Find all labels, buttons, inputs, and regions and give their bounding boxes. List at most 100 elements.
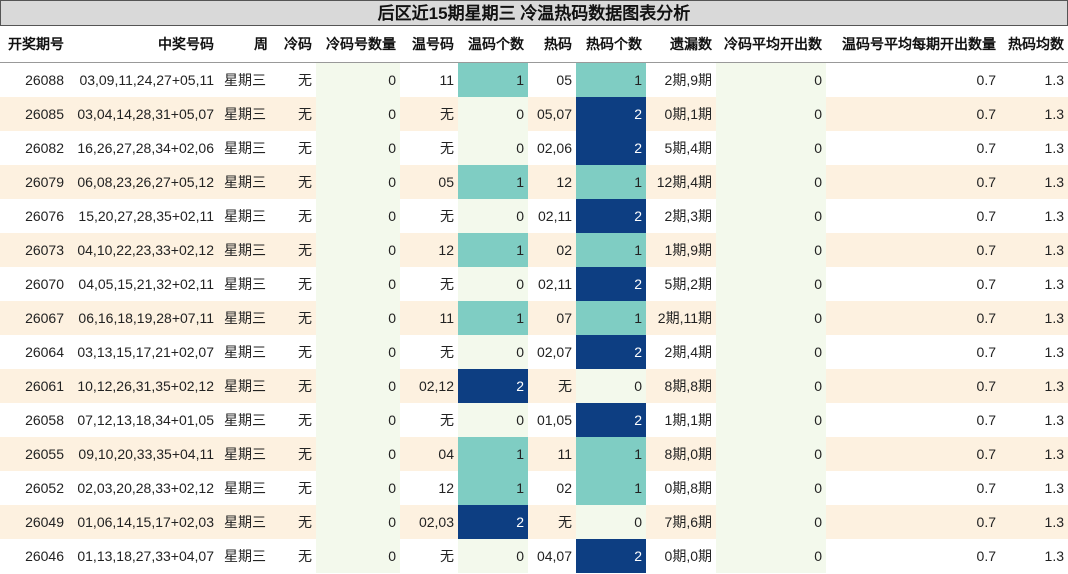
cell-hot: 无: [528, 505, 576, 539]
cell-warm-count: 1: [458, 165, 528, 199]
header-numbers: 中奖号码: [68, 26, 218, 63]
header-omission: 遗漏数: [646, 26, 716, 63]
cell-warm-avg: 0.7: [826, 505, 1000, 539]
cell-warm: 无: [400, 267, 458, 301]
cell-cold-avg: 0: [716, 131, 826, 165]
cell-weekday: 星期三: [218, 505, 272, 539]
cell-weekday: 星期三: [218, 403, 272, 437]
cell-cold: 无: [272, 97, 316, 131]
cell-weekday: 星期三: [218, 97, 272, 131]
table-row: 26058 07,12,13,18,34+01,05 星期三无 0 无 0 01,05 2 1期…: [0, 403, 1068, 437]
cell-hot-count: 0: [576, 505, 646, 539]
cell-omission: 2期,3期: [646, 199, 716, 233]
cell-omission: 0期,1期: [646, 97, 716, 131]
cell-weekday: 星期三: [218, 267, 272, 301]
table-row: 26070 04,05,15,21,32+02,11 星期三无 0 无 0 02,11 2 5期…: [0, 267, 1068, 301]
cell-issue: 26070: [0, 267, 68, 301]
cell-warm-count: 0: [458, 403, 528, 437]
table-row: 26067 06,16,18,19,28+07,11 星期三无 0 11 1 07 1 2期,1…: [0, 301, 1068, 335]
table-row: 26061 10,12,26,31,35+02,12 星期三无 0 02,12 2 无 0 8期…: [0, 369, 1068, 403]
cell-omission: 1期,9期: [646, 233, 716, 267]
cell-cold-avg: 0: [716, 437, 826, 471]
cell-cold-count: 0: [316, 62, 400, 97]
cell-warm-count: 1: [458, 233, 528, 267]
cell-omission: 0期,8期: [646, 471, 716, 505]
cell-warm-avg: 0.7: [826, 131, 1000, 165]
cell-numbers: 06,16,18,19,28+07,11: [68, 301, 218, 335]
cell-hot-count: 2: [576, 131, 646, 165]
cell-hot-avg: 1.3: [1000, 403, 1068, 437]
cell-cold-count: 0: [316, 301, 400, 335]
cell-numbers: 07,12,13,18,34+01,05: [68, 403, 218, 437]
cell-numbers: 04,10,22,23,33+02,12: [68, 233, 218, 267]
cell-hot: 04,07: [528, 539, 576, 573]
cell-hot-avg: 1.3: [1000, 233, 1068, 267]
cell-warm-avg: 0.7: [826, 233, 1000, 267]
cell-cold-count: 0: [316, 539, 400, 573]
cell-cold-avg: 0: [716, 97, 826, 131]
cell-cold-avg: 0: [716, 62, 826, 97]
cell-hot-avg: 1.3: [1000, 505, 1068, 539]
cell-hot-count: 2: [576, 97, 646, 131]
cell-issue: 26079: [0, 165, 68, 199]
cell-cold-avg: 0: [716, 267, 826, 301]
cell-warm-count: 1: [458, 437, 528, 471]
header-hot: 热码: [528, 26, 576, 63]
cell-hot: 01,05: [528, 403, 576, 437]
cell-issue: 26052: [0, 471, 68, 505]
cell-hot: 02,07: [528, 335, 576, 369]
cell-weekday: 星期三: [218, 165, 272, 199]
cell-hot: 02: [528, 471, 576, 505]
cell-numbers: 03,04,14,28,31+05,07: [68, 97, 218, 131]
cell-hot: 02,11: [528, 267, 576, 301]
cell-hot-count: 0: [576, 369, 646, 403]
cell-hot: 07: [528, 301, 576, 335]
cell-hot: 11: [528, 437, 576, 471]
cell-omission: 0期,0期: [646, 539, 716, 573]
cell-cold: 无: [272, 471, 316, 505]
table-row: 26049 01,06,14,15,17+02,03 星期三无 0 02,03 2 无 0 7期…: [0, 505, 1068, 539]
cell-warm: 02,03: [400, 505, 458, 539]
cell-hot-avg: 1.3: [1000, 165, 1068, 199]
cell-cold-count: 0: [316, 471, 400, 505]
cell-cold: 无: [272, 335, 316, 369]
header-cold-avg: 冷码平均开出数: [716, 26, 826, 63]
cell-issue: 26055: [0, 437, 68, 471]
cell-hot: 02,06: [528, 131, 576, 165]
cell-numbers: 02,03,20,28,33+02,12: [68, 471, 218, 505]
cell-weekday: 星期三: [218, 199, 272, 233]
header-cold: 冷码: [272, 26, 316, 63]
table-row: 26052 02,03,20,28,33+02,12 星期三无 0 12 1 02 1 0期,8…: [0, 471, 1068, 505]
table-row: 26055 09,10,20,33,35+04,11 星期三无 0 04 1 11 1 8期,0…: [0, 437, 1068, 471]
cell-cold-avg: 0: [716, 369, 826, 403]
cell-weekday: 星期三: [218, 471, 272, 505]
cell-issue: 26082: [0, 131, 68, 165]
cell-issue: 26064: [0, 335, 68, 369]
cell-numbers: 03,13,15,17,21+02,07: [68, 335, 218, 369]
cell-weekday: 星期三: [218, 301, 272, 335]
cell-cold: 无: [272, 62, 316, 97]
cell-cold-count: 0: [316, 165, 400, 199]
cell-issue: 26076: [0, 199, 68, 233]
cell-numbers: 06,08,23,26,27+05,12: [68, 165, 218, 199]
cell-warm-count: 0: [458, 539, 528, 573]
cell-cold-count: 0: [316, 131, 400, 165]
header-warm-count: 温码个数: [458, 26, 528, 63]
cell-warm: 02,12: [400, 369, 458, 403]
cell-hot-avg: 1.3: [1000, 369, 1068, 403]
cell-hot-avg: 1.3: [1000, 199, 1068, 233]
cell-cold: 无: [272, 131, 316, 165]
cell-weekday: 星期三: [218, 539, 272, 573]
cell-warm: 无: [400, 97, 458, 131]
cell-hot: 02: [528, 233, 576, 267]
cell-warm-avg: 0.7: [826, 403, 1000, 437]
header-hot-count: 热码个数: [576, 26, 646, 63]
cell-issue: 26049: [0, 505, 68, 539]
cell-numbers: 01,13,18,27,33+04,07: [68, 539, 218, 573]
cell-warm: 11: [400, 62, 458, 97]
cell-warm-count: 2: [458, 505, 528, 539]
cell-issue: 26088: [0, 62, 68, 97]
cell-numbers: 09,10,20,33,35+04,11: [68, 437, 218, 471]
table-row: 26082 16,26,27,28,34+02,06 星期三无 0 无 0 02,06 2 5期…: [0, 131, 1068, 165]
cell-hot: 无: [528, 369, 576, 403]
